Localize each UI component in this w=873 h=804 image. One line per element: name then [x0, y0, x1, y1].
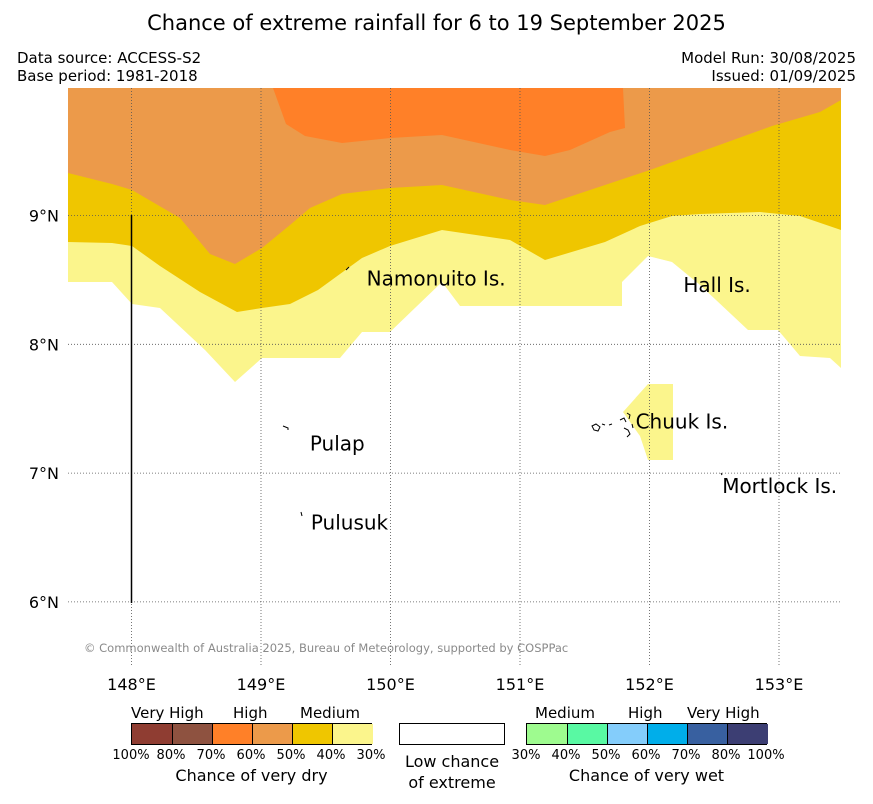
wet-category-medium: Medium	[535, 704, 595, 722]
place-label: Pulap	[310, 431, 365, 455]
place-labels: Namonuito Is. Hall Is. Pulap Chuuk Is. Pulus…	[310, 266, 837, 534]
meta-right: Model Run: 30/08/2025 Issued: 01/09/2025	[681, 49, 856, 85]
legend-tick-label: 70%	[196, 748, 226, 763]
model-run-text: Model Run: 30/08/2025	[681, 49, 856, 67]
place-label: Hall Is.	[683, 273, 750, 297]
lon-tick-label: 149°E	[237, 675, 286, 694]
neutral-swatch	[399, 723, 505, 745]
pulap-island-mark	[282, 425, 289, 430]
legend-tick-label: 30%	[511, 748, 541, 763]
legend-swatch	[647, 724, 688, 744]
band-medium-30-chuuk	[623, 384, 673, 460]
legend-tick-label: 50%	[276, 748, 306, 763]
chart-title: Chance of extreme rainfall for 6 to 19 S…	[147, 11, 726, 35]
legend: Very High High Medium 100% 80% 70% 60% 50% 40…	[0, 700, 873, 804]
place-label: Pulusuk	[311, 511, 389, 535]
lat-tick-label: 8°N	[29, 335, 59, 354]
legend-swatch	[332, 724, 373, 744]
legend-tick-label: 80%	[711, 748, 741, 763]
legend-tick-label: 70%	[671, 748, 701, 763]
lon-tick-label: 152°E	[625, 675, 674, 694]
lon-tick-label: 150°E	[366, 675, 415, 694]
meta-left: Data source: ACCESS-S2 Base period: 1981…	[17, 49, 201, 85]
wet-category-very-high: Very High	[687, 704, 760, 722]
island-marks	[282, 266, 723, 517]
legend-swatch	[687, 724, 728, 744]
dry-caption: Chance of very dry	[175, 766, 328, 785]
map-area	[68, 88, 841, 666]
lat-tick-label: 9°N	[29, 207, 59, 226]
legend-tick-label: 100%	[747, 748, 785, 763]
wet-category-high: High	[628, 704, 663, 722]
legend-tick-label: 100%	[112, 748, 150, 763]
copyright-text: © Commonwealth of Australia 2025, Bureau…	[84, 641, 568, 655]
legend-swatch	[527, 724, 567, 744]
legend-swatch	[132, 724, 172, 744]
namonuito-island-mark	[345, 266, 350, 271]
data-source-text: Data source: ACCESS-S2	[17, 49, 202, 67]
legend-swatch	[172, 724, 213, 744]
place-label: Namonuito Is.	[367, 266, 506, 290]
latitude-tick-labels: 9°N 8°N 7°N 6°N	[29, 207, 59, 612]
band-very-high-60	[273, 88, 625, 156]
legend-tick-label: 40%	[551, 748, 581, 763]
dry-category-medium: Medium	[300, 704, 360, 722]
legend-tick-label: 30%	[356, 748, 386, 763]
legend-swatch	[607, 724, 648, 744]
legend-swatch	[212, 724, 253, 744]
dry-category-very-high: Very High	[131, 704, 204, 722]
legend-tick-label: 60%	[631, 748, 661, 763]
legend-swatch	[292, 724, 333, 744]
wet-colorbar	[526, 723, 768, 745]
longitude-tick-labels: 148°E 149°E 150°E 151°E 152°E 153°E	[107, 675, 803, 694]
legend-tick-label: 50%	[591, 748, 621, 763]
legend-swatch	[567, 724, 608, 744]
lat-tick-label: 7°N	[29, 464, 59, 483]
legend-swatch	[727, 724, 768, 744]
legend-tick-label: 60%	[236, 748, 266, 763]
base-period-text: Base period: 1981-2018	[17, 67, 198, 85]
issued-text: Issued: 01/09/2025	[711, 67, 856, 85]
rainfall-map: 9°N 8°N 7°N 6°N 148°E 149°E 150°E 151°E 152°E 15…	[29, 88, 841, 694]
place-label: Chuuk Is.	[636, 410, 729, 434]
place-label: Mortlock Is.	[722, 474, 837, 498]
dry-category-high: High	[233, 704, 268, 722]
dry-colorbar	[131, 723, 373, 745]
legend-tick-label: 40%	[316, 748, 346, 763]
neutral-caption-line1: Low chance	[404, 752, 500, 771]
lon-tick-label: 151°E	[496, 675, 545, 694]
lon-tick-label: 153°E	[755, 675, 804, 694]
lat-tick-label: 6°N	[29, 593, 59, 612]
wet-caption: Chance of very wet	[568, 766, 725, 785]
legend-tick-label: 80%	[156, 748, 186, 763]
chuuk-islands-mark	[591, 412, 634, 438]
lon-tick-label: 148°E	[107, 675, 156, 694]
mortlock-island-mark	[720, 472, 723, 476]
neutral-caption-line2: of extreme	[408, 773, 496, 792]
legend-swatch	[252, 724, 293, 744]
pulusuk-island-mark	[300, 511, 303, 517]
